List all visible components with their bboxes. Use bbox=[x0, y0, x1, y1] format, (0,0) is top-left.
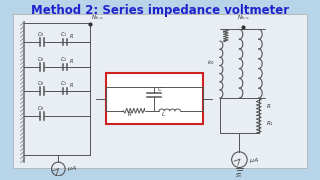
Text: $\mu A$: $\mu A$ bbox=[249, 156, 259, 165]
Text: $C$: $C$ bbox=[157, 85, 163, 93]
Text: $N_{h.v.}$: $N_{h.v.}$ bbox=[91, 14, 105, 22]
Text: $C_R$: $C_R$ bbox=[37, 55, 44, 64]
Text: $R$: $R$ bbox=[69, 32, 74, 40]
Text: $N_{h.v.}$: $N_{h.v.}$ bbox=[237, 14, 251, 22]
Text: $R$: $R$ bbox=[69, 57, 74, 65]
FancyBboxPatch shape bbox=[13, 14, 307, 168]
Text: $r_0$: $r_0$ bbox=[222, 27, 228, 36]
Text: $k_0$: $k_0$ bbox=[207, 58, 215, 67]
Text: $C_2$: $C_2$ bbox=[60, 55, 68, 64]
Text: $L$: $L$ bbox=[161, 110, 166, 118]
Text: $C_R$: $C_R$ bbox=[37, 30, 44, 39]
Text: $R$: $R$ bbox=[127, 110, 132, 118]
Text: $C_1$: $C_1$ bbox=[60, 30, 68, 39]
Text: $R_1$: $R_1$ bbox=[266, 119, 274, 128]
Text: Method 2: Series impedance voltmeter: Method 2: Series impedance voltmeter bbox=[31, 4, 289, 17]
Text: $S_n$: $S_n$ bbox=[235, 171, 242, 180]
Text: $R$: $R$ bbox=[266, 102, 271, 110]
Text: $C_3$: $C_3$ bbox=[60, 79, 68, 88]
Text: $\mu A$: $\mu A$ bbox=[67, 165, 77, 174]
FancyBboxPatch shape bbox=[106, 73, 203, 124]
Text: $C_R$: $C_R$ bbox=[37, 104, 44, 113]
Text: $C_R$: $C_R$ bbox=[37, 79, 44, 88]
Text: $R$: $R$ bbox=[69, 81, 74, 89]
